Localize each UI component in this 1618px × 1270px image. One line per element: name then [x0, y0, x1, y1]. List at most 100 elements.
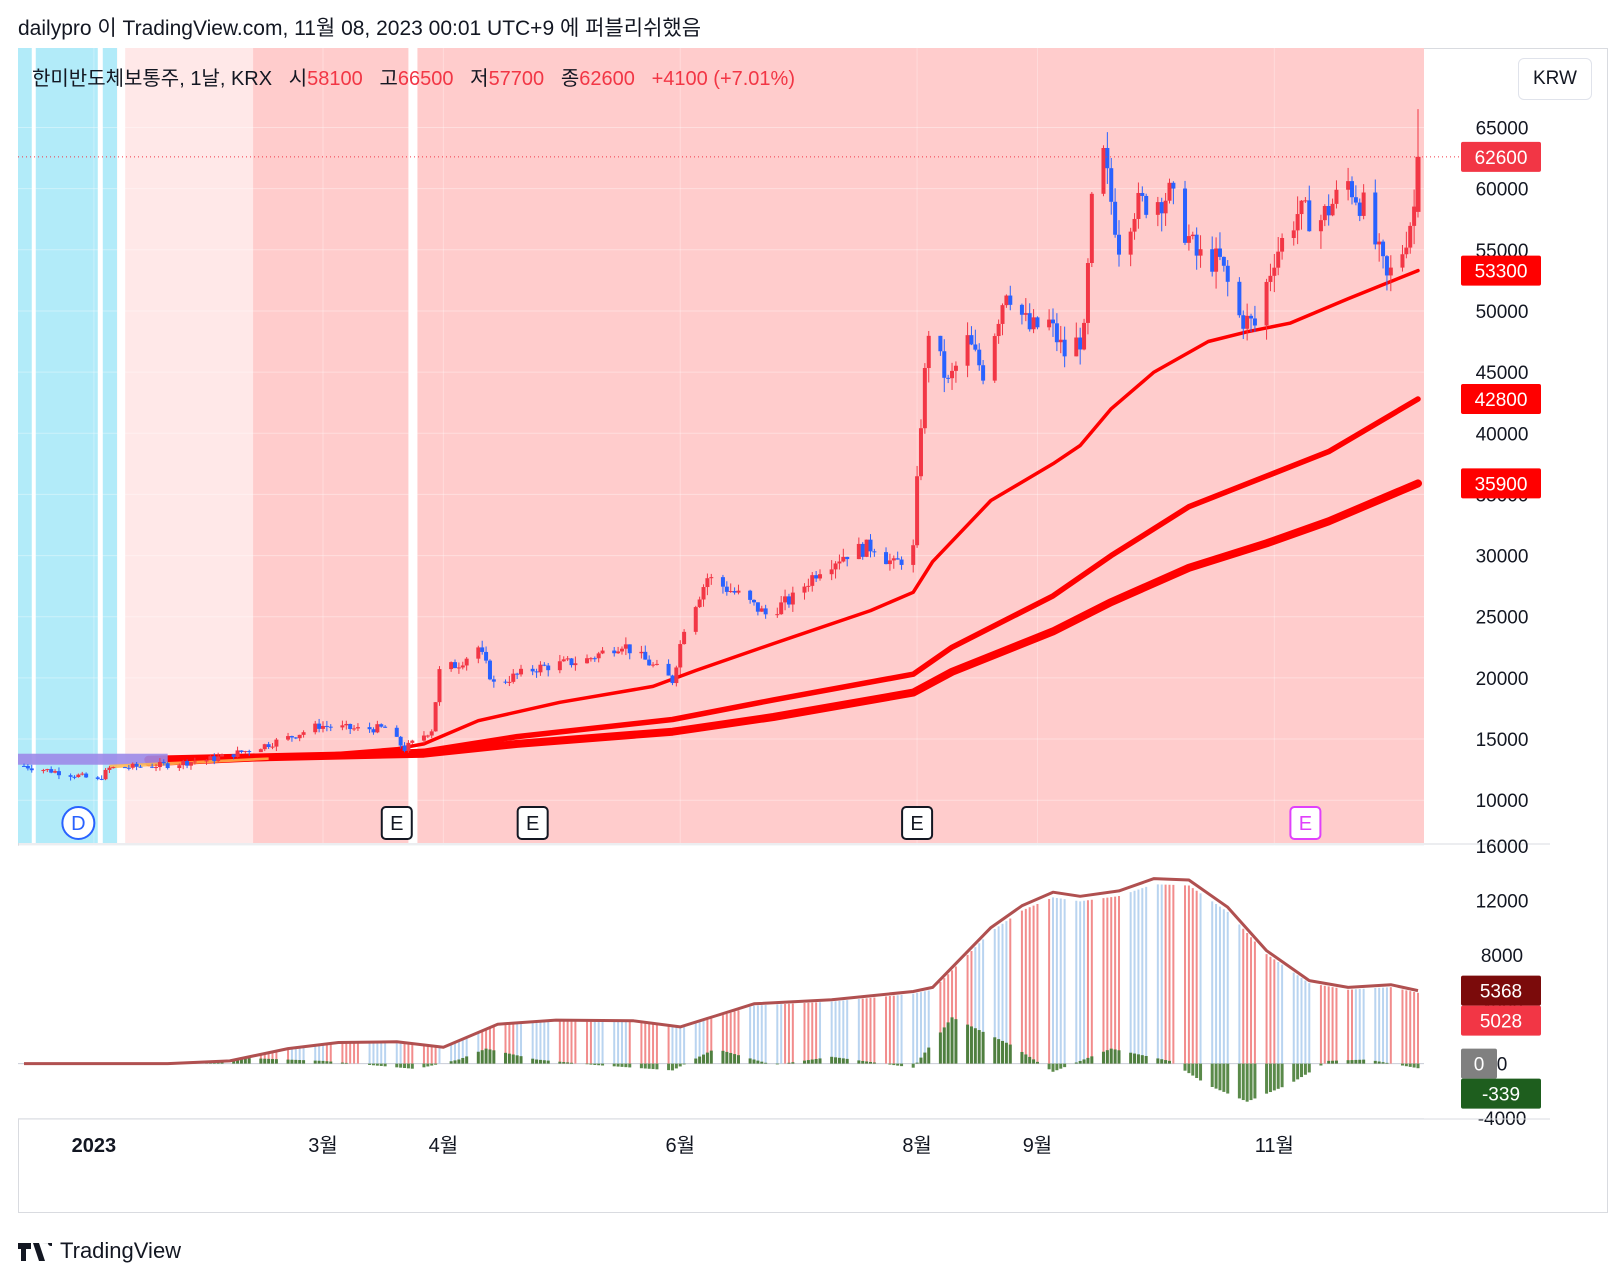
candle-body [1388, 267, 1393, 276]
candle-body [1000, 305, 1005, 324]
histogram-bar [1381, 1062, 1385, 1064]
histogram-bar [426, 1063, 430, 1067]
candle-body [1128, 231, 1133, 255]
candle-body [942, 351, 947, 378]
candle-body [732, 591, 737, 593]
histogram-bar [503, 1052, 507, 1064]
candle-body [627, 644, 632, 654]
histogram-bar [492, 1050, 496, 1064]
candle-body [654, 663, 659, 665]
histogram-bar [682, 1063, 686, 1065]
candle-body [398, 736, 403, 746]
candle-body [1264, 281, 1269, 326]
histogram-bar [1300, 1063, 1304, 1078]
candle-body [588, 658, 593, 660]
candle-body [1050, 319, 1055, 324]
moving-average-line-2 [145, 396, 1421, 767]
candle-body [569, 658, 574, 666]
candle-body [297, 734, 302, 739]
histogram-bar [725, 1051, 729, 1064]
candle-body [519, 668, 524, 675]
histogram-bar [434, 1063, 438, 1065]
candle-body [818, 574, 823, 579]
candle-body [49, 769, 54, 773]
histogram-bar [302, 1060, 306, 1064]
histogram-bar [1164, 1060, 1168, 1064]
symbol-name[interactable]: 한미반도체보통주, 1날, KRX [32, 68, 273, 90]
candle-body [379, 724, 384, 727]
candle-body [996, 323, 1001, 337]
histogram-bar [286, 1059, 290, 1064]
candle-body [623, 644, 628, 649]
histogram-bar [756, 1060, 760, 1064]
candle-body [953, 365, 958, 371]
candle-body [1214, 248, 1219, 272]
histogram-bar [736, 1055, 740, 1064]
histogram-bar [868, 1061, 872, 1064]
candle-body [247, 751, 252, 753]
candle-body [476, 647, 481, 659]
candle-body [783, 596, 788, 603]
candle-body [674, 667, 679, 684]
histogram-bar [678, 1063, 682, 1067]
histogram-bar [667, 1063, 671, 1071]
histogram-bar [950, 1017, 954, 1064]
candle-body [274, 739, 279, 747]
histogram-bar [802, 1060, 806, 1064]
osc-axis-label-text: 5368 [1480, 982, 1522, 1003]
dividend-marker [61, 806, 96, 840]
background-band-gap [117, 48, 126, 843]
histogram-bar [872, 1062, 876, 1064]
histogram-bar [977, 1030, 981, 1064]
histogram-bar [538, 1059, 542, 1064]
histogram-bar [1160, 1059, 1164, 1064]
candle-body [600, 650, 605, 654]
candle-body [856, 543, 861, 560]
histogram-bar [1400, 1063, 1404, 1066]
histogram-bar [546, 1060, 550, 1064]
currency-button[interactable]: KRW [1518, 58, 1592, 100]
histogram-bar [236, 1059, 240, 1064]
candle-body [1295, 214, 1300, 231]
histogram-bar [966, 1024, 970, 1064]
candle-body [1144, 195, 1149, 215]
candle-body [1167, 182, 1172, 201]
candle-body [95, 777, 100, 779]
osc-axis-tick: 12000 [1476, 891, 1529, 912]
histogram-bar [1218, 1063, 1222, 1091]
candle-body [1058, 339, 1063, 343]
candle-body [709, 577, 714, 579]
histogram-bar [857, 1060, 861, 1064]
candle-body [1361, 192, 1366, 216]
histogram-bar [1059, 1063, 1063, 1069]
price-axis-label-text: 35900 [1475, 474, 1528, 495]
candle-body [231, 754, 236, 757]
histogram-bar [507, 1053, 511, 1064]
histogram-bar [515, 1055, 519, 1064]
histogram-bar [1090, 1056, 1094, 1064]
candle-body [1384, 256, 1389, 276]
earnings-marker [1289, 806, 1322, 840]
osc-axis-label [1461, 1078, 1541, 1109]
candle-body [270, 746, 275, 748]
candle-body [410, 740, 415, 743]
candle-body [1085, 263, 1090, 323]
candle-body [1276, 251, 1281, 268]
candle-body [724, 586, 729, 592]
candle-body [1307, 200, 1312, 232]
candle-body [1031, 317, 1036, 330]
histogram-bar [760, 1061, 764, 1064]
histogram-bar [1183, 1063, 1187, 1071]
candle-body [453, 662, 458, 669]
osc-axis-label-text: -339 [1482, 1085, 1520, 1106]
candle-body [383, 726, 388, 728]
chart-canvas[interactable]: DEEEE10000150002000025000300003500040000… [0, 0, 1618, 1230]
candle-body [926, 335, 931, 369]
price-axis-tick: 10000 [1476, 791, 1529, 812]
candle-body [845, 556, 850, 560]
histogram-bar [841, 1058, 845, 1064]
candle-body [491, 679, 496, 682]
candle-body [406, 742, 411, 751]
earnings-marker [901, 806, 934, 840]
candle-body [111, 767, 116, 769]
